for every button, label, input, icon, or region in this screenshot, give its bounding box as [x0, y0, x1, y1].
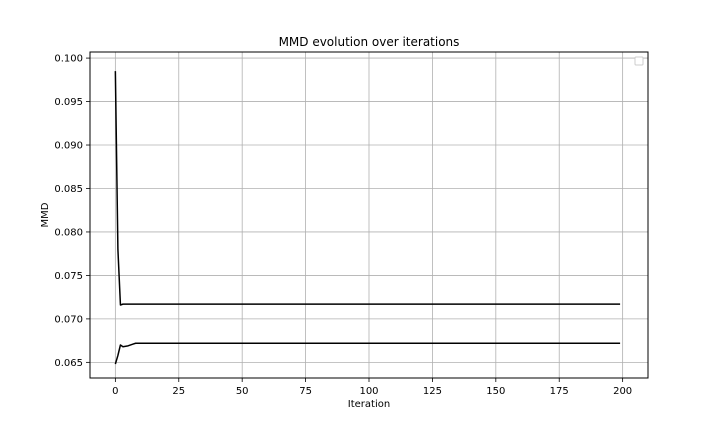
series-group: [114, 71, 621, 365]
x-tick-label: 75: [299, 386, 312, 397]
x-tick-label: 50: [236, 386, 249, 397]
y-tick-label: 0.085: [54, 184, 83, 195]
x-tick-label: 175: [550, 386, 569, 397]
y-tick-label: 0.065: [54, 358, 83, 369]
x-tick-label: 0: [112, 386, 118, 397]
x-tick-label: 100: [359, 386, 378, 397]
y-tick-label: 0.090: [54, 141, 83, 152]
y-tick-label: 0.080: [54, 227, 83, 238]
y-tick-label: 0.070: [54, 314, 83, 325]
y-axis-ticks: 0.065 0.070 0.075 0.080 0.085 0.090 0.095 0.100: [54, 54, 90, 369]
x-tick-label: 25: [172, 386, 185, 397]
y-axis-label: MMD: [40, 202, 51, 227]
grid: [90, 52, 648, 378]
x-tick-label: 150: [486, 386, 505, 397]
y-tick-label: 0.075: [54, 271, 83, 282]
chart-title: MMD evolution over iterations: [279, 35, 460, 49]
x-axis-ticks: 0 25 50 75 100 125 150 175 200: [112, 378, 632, 397]
y-tick-label: 0.100: [54, 54, 83, 65]
x-tick-label: 200: [613, 386, 632, 397]
legend-box: [634, 56, 644, 66]
series-line-2: [114, 342, 621, 365]
y-tick-label: 0.095: [54, 97, 83, 108]
x-tick-label: 125: [423, 386, 442, 397]
x-axis-label: Iteration: [348, 399, 390, 410]
series-line-1: [114, 71, 621, 306]
